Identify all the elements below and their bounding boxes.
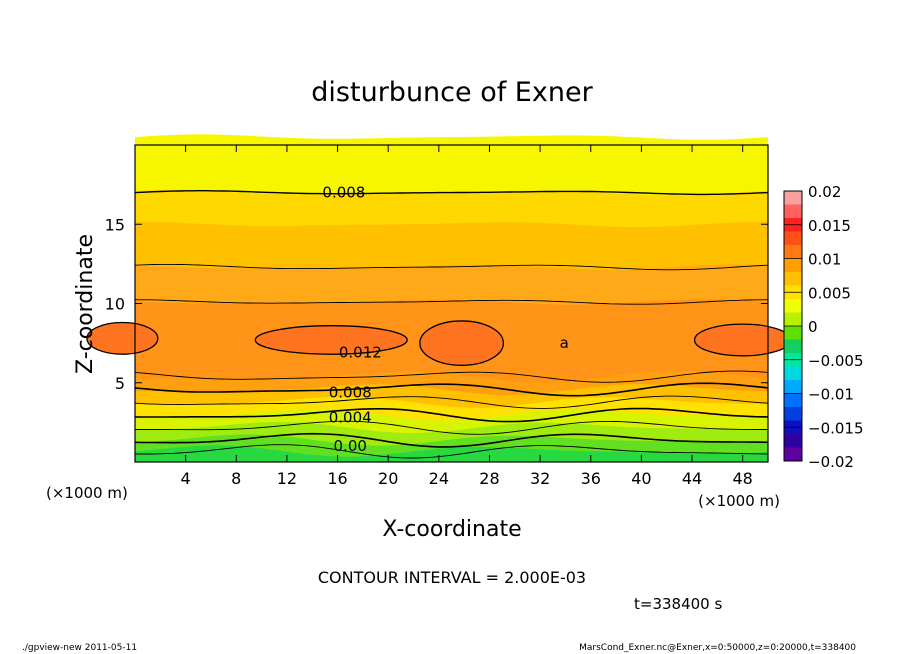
x-tick-label-8: 36 [581,469,601,488]
colorbar-label-1: 0.015 [808,217,851,235]
colorbar-label-3: 0.005 [808,284,851,302]
colorbar-label-8: −0.02 [808,453,854,471]
contour-line-6 [134,407,769,423]
footer-left: ./gpview-new 2011-05-11 [22,643,137,653]
x-axis-label: X-coordinate [382,517,521,542]
contour-012-region-1 [254,325,408,355]
colorbar-label-6: −0.01 [808,386,854,404]
contour-lines [134,190,769,459]
contour-line-2 [134,299,769,305]
colorbar-swatch-5 [784,258,802,273]
contour-line-3 [134,370,769,383]
contour-012-region-2 [419,320,505,366]
contour-line-4 [134,382,769,397]
colorbar-swatch-4 [784,245,802,259]
colorbar-swatch-18 [784,434,802,448]
contour-012-region-0 [86,321,159,355]
contour-label-1: 0.012 [339,344,382,362]
colorbar: 0.02 0.015 0.01 0.005 0 −0.005 −0.01 −0.015 −0.0… [783,183,864,471]
x-unit-left: (×1000 m) [46,484,128,502]
contour-label-3: 0.004 [329,409,372,427]
contour-line-9 [135,444,769,459]
plot-area: 0.008 0.012 0.008 0.004 0.00 a [86,134,792,463]
contour-label-4: 0.00 [334,437,367,455]
x-tick-label-3: 16 [327,469,347,488]
x-tick-label-5: 24 [429,469,449,488]
contour-labels: 0.008 0.012 0.008 0.004 0.00 a [322,184,569,456]
colorbar-swatch-3 [784,231,802,246]
time-stamp: t=338400 s [634,595,722,613]
contour-line-7 [135,420,768,435]
contour-line-8 [134,432,769,448]
filled-contour-bands [86,134,792,462]
colorbar-swatch-19 [784,447,802,462]
colorbar-swatch-14 [784,380,802,394]
contour-label-5: a [560,334,569,352]
colorbar-swatch-16 [784,407,802,421]
x-tick-label-2: 12 [277,469,297,488]
colorbar-swatch-8 [784,299,802,313]
contour-label-2: 0.008 [329,383,372,401]
colorbar-label-4: 0 [808,318,818,336]
colorbar-swatch-13 [784,366,802,381]
x-tick-label-4: 20 [378,469,398,488]
x-unit-right: (×1000 m) [698,492,780,510]
colorbar-swatch-11 [784,339,802,354]
contour-line-1 [134,263,769,271]
y-tick-label-2: 15 [105,215,125,234]
chart-title: disturbunce of Exner [311,77,593,108]
x-tick-label-9: 40 [631,469,651,488]
colorbar-label-5: −0.005 [808,352,864,370]
contour-line-5 [134,395,769,409]
x-tick-label-1: 8 [231,469,241,488]
contour-interval: CONTOUR INTERVAL = 2.000E-03 [318,568,586,587]
contour-012-region-3 [693,323,792,357]
x-tick-label-6: 28 [479,469,499,488]
footer-right: MarsCond_Exner.nc@Exner,x=0:50000,z=0:20… [579,643,856,653]
colorbar-swatch-6 [784,272,802,286]
y-tick-label-1: 10 [105,295,125,314]
colorbar-label-0: 0.02 [808,183,841,201]
x-tick-label-7: 32 [530,469,550,488]
band-11 [135,445,768,462]
y-axis-ticks: 5 10 15 [105,215,768,393]
colorbar-swatch-1 [784,204,802,219]
contour-line-0 [134,190,769,196]
colorbar-label-2: 0.01 [808,251,841,269]
x-axis-ticks: 4 8 12 16 20 24 28 32 36 40 44 48 [181,145,753,488]
contour-label-0: 0.008 [322,184,365,202]
x-tick-label-0: 4 [181,469,191,488]
y-tick-label-0: 5 [115,374,125,393]
x-tick-label-10: 44 [682,469,702,488]
colorbar-label-7: −0.015 [808,419,864,437]
x-tick-label-11: 48 [733,469,753,488]
colorbar-swatch-10 [784,326,802,340]
y-axis-label: Z-coordinate [73,234,98,374]
colorbar-swatch-9 [784,312,802,327]
colorbar-swatch-15 [784,393,802,408]
colorbar-swatch-0 [784,191,802,205]
